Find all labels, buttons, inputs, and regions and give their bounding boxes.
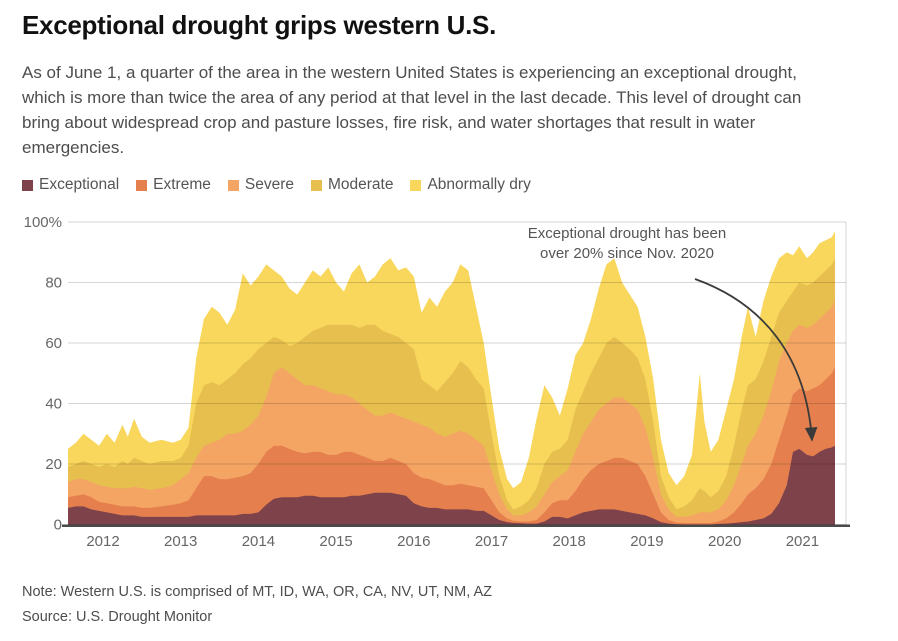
annotation-line-1: Exceptional drought has been [528, 225, 726, 242]
x-axis-label-2018: 2018 [553, 533, 586, 550]
x-axis-label-2015: 2015 [319, 533, 352, 550]
x-axis-label-2017: 2017 [475, 533, 508, 550]
x-axis-label-2019: 2019 [630, 533, 663, 550]
legend-label: Exceptional [39, 176, 120, 193]
chart-subtitle: As of June 1, a quarter of the area in t… [22, 63, 802, 157]
legend-item-extreme: Extreme [136, 176, 211, 194]
y-axis-label: 0 [54, 517, 62, 534]
abnormally-dry-swatch-icon [410, 179, 422, 191]
area-extreme [68, 367, 835, 525]
chart-legend: Exceptional Extreme Severe Moderate Abno… [22, 176, 531, 194]
stacked-area-chart: 0 20 40 60 80 100% 2012 2013 2014 2015 2016 2017 201… [24, 214, 850, 550]
exceptional-swatch-icon [22, 179, 33, 191]
chart-source: Source: U.S. Drought Monitor [22, 609, 213, 625]
legend-label: Abnormally dry [427, 176, 531, 193]
moderate-swatch-icon [310, 179, 322, 191]
legend-label: Severe [244, 176, 294, 193]
y-axis-label: 40 [45, 396, 62, 413]
y-axis-label: 20 [45, 456, 62, 473]
annotation-line-2: over 20% since Nov. 2020 [540, 245, 714, 262]
x-axis-label-2021: 2021 [786, 533, 819, 550]
legend-label: Moderate [327, 176, 394, 193]
x-axis-label-2016: 2016 [397, 533, 430, 550]
x-axis-label-2012: 2012 [86, 533, 119, 550]
legend-item-moderate: Moderate [310, 176, 394, 194]
legend-item-exceptional: Exceptional [22, 176, 119, 194]
page-title: Exceptional drought grips western U.S. [22, 10, 497, 40]
y-axis-label: 60 [45, 335, 62, 352]
extreme-swatch-icon [136, 179, 148, 191]
legend-label: Extreme [153, 176, 211, 193]
y-axis-label: 100% [24, 214, 62, 231]
legend-item-abnormally-dry: Abnormally dry [410, 176, 531, 194]
x-axis-label-2013: 2013 [164, 533, 197, 550]
legend-item-severe: Severe [227, 176, 294, 194]
chart-note: Note: Western U.S. is comprised of MT, I… [22, 584, 493, 600]
x-axis-label-2014: 2014 [242, 533, 275, 550]
severe-swatch-icon [227, 179, 239, 191]
annotation-arrow [694, 278, 818, 442]
y-axis-label: 80 [45, 275, 62, 292]
x-axis-label-2020: 2020 [708, 533, 741, 550]
